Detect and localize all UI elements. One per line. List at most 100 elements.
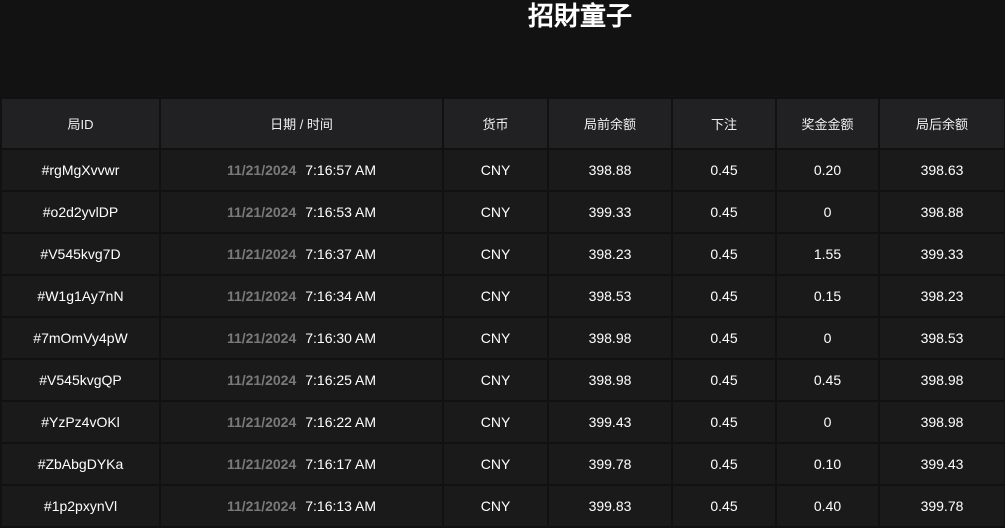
currency-cell: CNY xyxy=(442,148,549,192)
table-header-row: 局ID 日期 / 时间 货币 局前余额 下注 奖金金额 局后余额 xyxy=(0,97,1005,150)
currency-cell: CNY xyxy=(442,274,549,318)
column-header-currency: 货币 xyxy=(442,97,549,150)
balance-after-cell: 398.88 xyxy=(878,190,1005,234)
currency-cell: CNY xyxy=(442,484,549,528)
date-text: 11/21/2024 xyxy=(226,372,297,388)
currency-cell: CNY xyxy=(442,232,549,276)
bet-cell: 0.45 xyxy=(671,232,777,276)
date-text: 11/21/2024 xyxy=(226,330,297,346)
win-amount-cell: 1.55 xyxy=(775,232,880,276)
round-id-cell[interactable]: #V545kvgQP xyxy=(0,358,161,402)
date-text: 11/21/2024 xyxy=(226,288,297,304)
round-id-cell[interactable]: #V545kvg7D xyxy=(0,232,161,276)
balance-before-cell: 398.98 xyxy=(547,316,673,360)
time-text: 7:16:25 AM xyxy=(305,372,377,388)
balance-after-cell: 398.98 xyxy=(878,400,1005,444)
time-text: 7:16:34 AM xyxy=(305,288,377,304)
round-id-cell[interactable]: #W1g1Ay7nN xyxy=(0,274,161,318)
bet-cell: 0.45 xyxy=(671,484,777,528)
balance-before-cell: 399.43 xyxy=(547,400,673,444)
balance-after-cell: 399.78 xyxy=(878,484,1005,528)
round-id-cell[interactable]: #ZbAbgDYKa xyxy=(0,442,161,486)
date-text: 11/21/2024 xyxy=(226,498,297,514)
column-header-balance-before: 局前余额 xyxy=(547,97,673,150)
bet-cell: 0.45 xyxy=(671,190,777,234)
win-amount-cell: 0 xyxy=(775,316,880,360)
currency-cell: CNY xyxy=(442,358,549,402)
datetime-cell: 11/21/2024 7:16:13 AM xyxy=(159,484,444,528)
datetime-cell: 11/21/2024 7:16:37 AM xyxy=(159,232,444,276)
round-history-table: 局ID 日期 / 时间 货币 局前余额 下注 奖金金额 局后余额 #rgMgXvvwr 11/… xyxy=(0,97,1005,528)
table-row[interactable]: #YzPz4vOKl 11/21/2024 7:16:22 AM CNY 399.43 0… xyxy=(0,400,1005,444)
column-header-datetime: 日期 / 时间 xyxy=(159,97,444,150)
table-row[interactable]: #1p2pxynVl 11/21/2024 7:16:13 AM CNY 399.83 0… xyxy=(0,484,1005,528)
page-title: 招財童子 xyxy=(527,1,632,31)
table-row[interactable]: #V545kvgQP 11/21/2024 7:16:25 AM CNY 398.98 0… xyxy=(0,358,1005,402)
balance-after-cell: 399.43 xyxy=(878,442,1005,486)
balance-before-cell: 399.83 xyxy=(547,484,673,528)
column-header-win-amount: 奖金金额 xyxy=(775,97,880,150)
currency-cell: CNY xyxy=(442,316,549,360)
datetime-cell: 11/21/2024 7:16:22 AM xyxy=(159,400,444,444)
win-amount-cell: 0 xyxy=(775,400,880,444)
balance-after-cell: 398.53 xyxy=(878,316,1005,360)
time-text: 7:16:30 AM xyxy=(305,330,377,346)
bet-cell: 0.45 xyxy=(671,274,777,318)
datetime-cell: 11/21/2024 7:16:25 AM xyxy=(159,358,444,402)
round-id-cell[interactable]: #rgMgXvvwr xyxy=(0,148,161,192)
datetime-cell: 11/21/2024 7:16:30 AM xyxy=(159,316,444,360)
datetime-cell: 11/21/2024 7:16:57 AM xyxy=(159,148,444,192)
bet-cell: 0.45 xyxy=(671,358,777,402)
balance-before-cell: 399.33 xyxy=(547,190,673,234)
column-header-round-id: 局ID xyxy=(0,97,161,150)
round-id-cell[interactable]: #1p2pxynVl xyxy=(0,484,161,528)
balance-after-cell: 398.23 xyxy=(878,274,1005,318)
win-amount-cell: 0.40 xyxy=(775,484,880,528)
time-text: 7:16:57 AM xyxy=(305,162,377,178)
balance-before-cell: 398.98 xyxy=(547,358,673,402)
currency-cell: CNY xyxy=(442,400,549,444)
balance-after-cell: 398.63 xyxy=(878,148,1005,192)
table-row[interactable]: #7mOmVy4pW 11/21/2024 7:16:30 AM CNY 398.98 0… xyxy=(0,316,1005,360)
bet-cell: 0.45 xyxy=(671,148,777,192)
column-header-bet: 下注 xyxy=(671,97,777,150)
time-text: 7:16:13 AM xyxy=(305,498,377,514)
win-amount-cell: 0.15 xyxy=(775,274,880,318)
datetime-cell: 11/21/2024 7:16:34 AM xyxy=(159,274,444,318)
balance-before-cell: 398.23 xyxy=(547,232,673,276)
date-text: 11/21/2024 xyxy=(226,162,297,178)
table-row[interactable]: #W1g1Ay7nN 11/21/2024 7:16:34 AM CNY 398.53 0… xyxy=(0,274,1005,318)
round-id-cell[interactable]: #YzPz4vOKl xyxy=(0,400,161,444)
table-row[interactable]: #V545kvg7D 11/21/2024 7:16:37 AM CNY 398.23 0… xyxy=(0,232,1005,276)
column-header-balance-after: 局后余额 xyxy=(878,97,1005,150)
bet-cell: 0.45 xyxy=(671,316,777,360)
bet-cell: 0.45 xyxy=(671,400,777,444)
balance-before-cell: 399.78 xyxy=(547,442,673,486)
round-id-cell[interactable]: #7mOmVy4pW xyxy=(0,316,161,360)
round-id-cell[interactable]: #o2d2yvlDP xyxy=(0,190,161,234)
currency-cell: CNY xyxy=(442,442,549,486)
bet-cell: 0.45 xyxy=(671,442,777,486)
balance-before-cell: 398.53 xyxy=(547,274,673,318)
win-amount-cell: 0.10 xyxy=(775,442,880,486)
datetime-cell: 11/21/2024 7:16:17 AM xyxy=(159,442,444,486)
table-row[interactable]: #ZbAbgDYKa 11/21/2024 7:16:17 AM CNY 399.78 0… xyxy=(0,442,1005,486)
date-text: 11/21/2024 xyxy=(226,414,297,430)
balance-after-cell: 399.33 xyxy=(878,232,1005,276)
time-text: 7:16:22 AM xyxy=(305,414,377,430)
balance-after-cell: 398.98 xyxy=(878,358,1005,402)
table-row[interactable]: #o2d2yvlDP 11/21/2024 7:16:53 AM CNY 399.33 0… xyxy=(0,190,1005,234)
win-amount-cell: 0.20 xyxy=(775,148,880,192)
table-row[interactable]: #rgMgXvvwr 11/21/2024 7:16:57 AM CNY 398.88 0… xyxy=(0,148,1005,192)
time-text: 7:16:53 AM xyxy=(305,204,377,220)
win-amount-cell: 0.45 xyxy=(775,358,880,402)
time-text: 7:16:37 AM xyxy=(305,246,377,262)
date-text: 11/21/2024 xyxy=(226,456,297,472)
win-amount-cell: 0 xyxy=(775,190,880,234)
date-text: 11/21/2024 xyxy=(226,204,297,220)
currency-cell: CNY xyxy=(442,190,549,234)
datetime-cell: 11/21/2024 7:16:53 AM xyxy=(159,190,444,234)
date-text: 11/21/2024 xyxy=(226,246,297,262)
time-text: 7:16:17 AM xyxy=(305,456,377,472)
balance-before-cell: 398.88 xyxy=(547,148,673,192)
